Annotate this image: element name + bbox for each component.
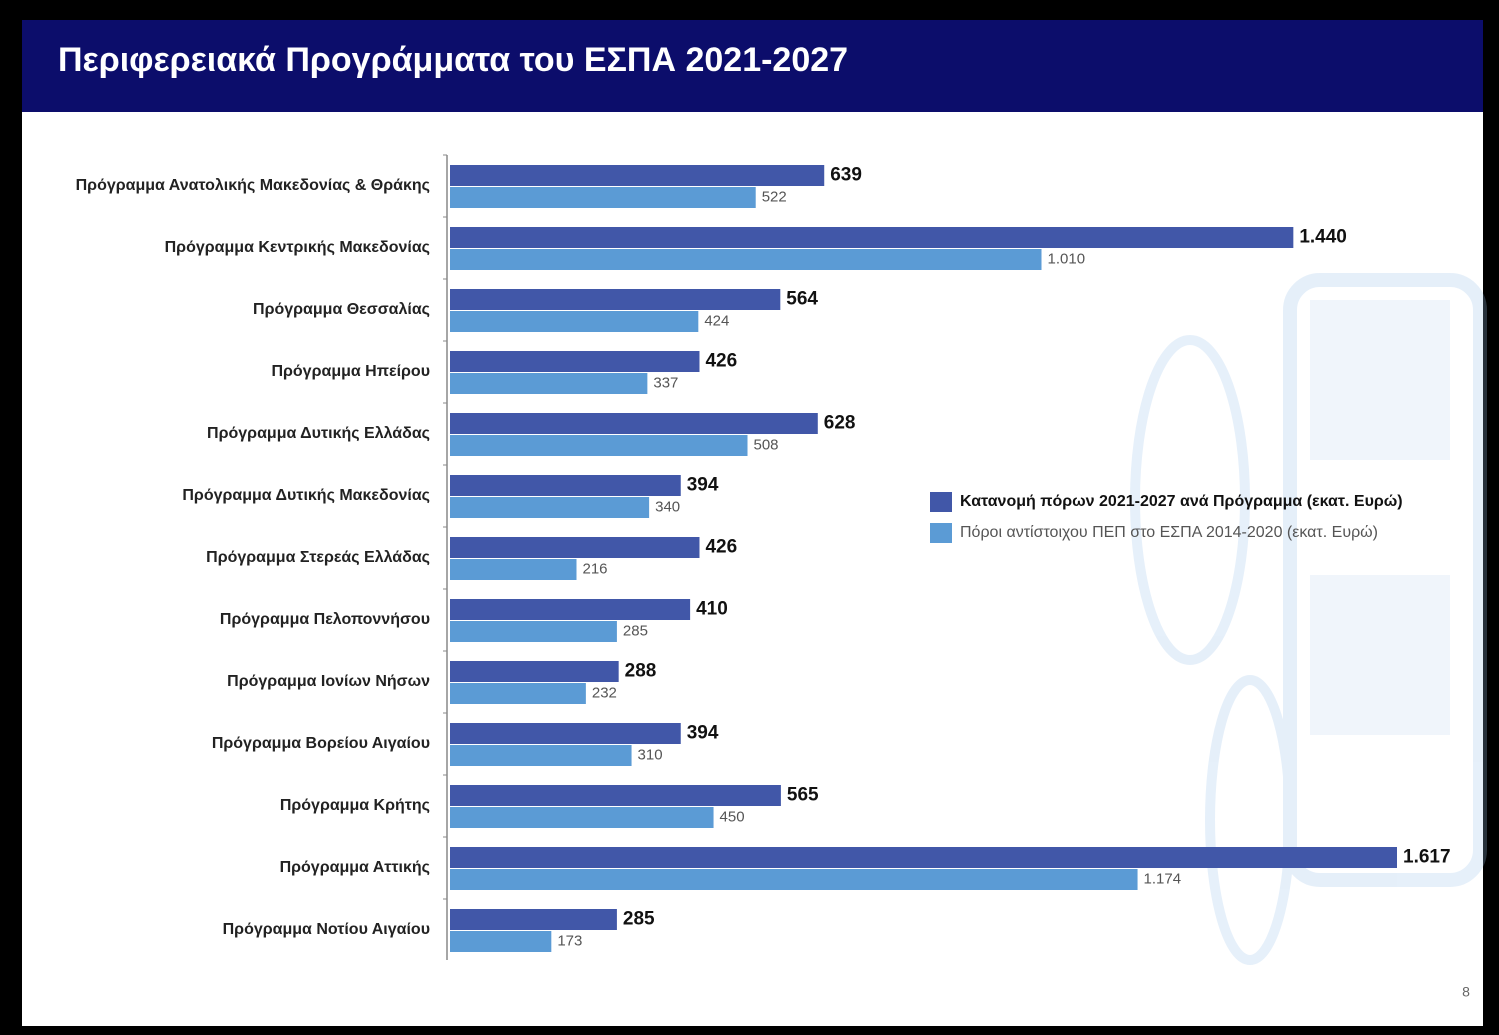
bar bbox=[450, 227, 1294, 248]
category-label: Πρόγραμμα Βορείου Αιγαίου bbox=[212, 735, 430, 752]
value-label: 340 bbox=[655, 498, 680, 515]
category-label: Πρόγραμμα Ανατολικής Μακεδονίας & Θράκης bbox=[76, 177, 430, 194]
value-label: 216 bbox=[583, 560, 608, 577]
bar bbox=[450, 559, 577, 580]
page-number: 8 bbox=[1462, 984, 1470, 1000]
bar bbox=[450, 497, 650, 518]
legend-label: Πόροι αντίστοιχου ΠΕΠ στο ΕΣΠΑ 2014-2020… bbox=[960, 524, 1378, 541]
category-label: Πρόγραμμα Ιονίων Νήσων bbox=[227, 673, 430, 690]
bar bbox=[450, 661, 619, 682]
category-label: Πρόγραμμα Θεσσαλίας bbox=[253, 301, 430, 318]
value-label: 1.010 bbox=[1048, 250, 1086, 267]
value-label: 285 bbox=[623, 622, 648, 639]
bar bbox=[450, 847, 1397, 868]
bar bbox=[450, 745, 632, 766]
bar bbox=[450, 289, 781, 310]
value-label: 285 bbox=[623, 909, 655, 930]
value-label: 426 bbox=[705, 537, 737, 558]
value-label: 288 bbox=[625, 661, 657, 682]
bar bbox=[450, 621, 617, 642]
value-label: 1.440 bbox=[1299, 227, 1347, 248]
value-label: 232 bbox=[592, 684, 617, 701]
bar bbox=[450, 537, 700, 558]
bar bbox=[450, 249, 1042, 270]
chart-title: Περιφερειακά Προγράμματα του ΕΣΠΑ 2021-2… bbox=[58, 41, 848, 79]
bar bbox=[450, 869, 1138, 890]
bar bbox=[450, 909, 617, 930]
value-label: 1.617 bbox=[1403, 847, 1451, 868]
category-label: Πρόγραμμα Νοτίου Αιγαίου bbox=[223, 921, 430, 938]
bar bbox=[450, 165, 825, 186]
category-label: Πρόγραμμα Δυτικής Μακεδονίας bbox=[182, 487, 430, 504]
category-label: Πρόγραμμα Αττικής bbox=[280, 859, 430, 876]
bar bbox=[450, 311, 699, 332]
value-label: 565 bbox=[787, 785, 819, 806]
legend-label: Κατανομή πόρων 2021-2027 ανά Πρόγραμμα (… bbox=[960, 493, 1403, 510]
bar bbox=[450, 931, 552, 952]
value-label: 628 bbox=[824, 413, 856, 434]
bar bbox=[450, 785, 781, 806]
bar bbox=[450, 599, 691, 620]
background-emblem bbox=[1130, 273, 1487, 965]
value-label: 173 bbox=[557, 932, 582, 949]
category-label: Πρόγραμμα Πελοποννήσου bbox=[220, 611, 430, 628]
value-label: 337 bbox=[653, 374, 678, 391]
value-label: 522 bbox=[762, 188, 787, 205]
value-label: 450 bbox=[720, 808, 745, 825]
value-label: 410 bbox=[696, 599, 728, 620]
bar bbox=[450, 683, 586, 704]
category-label: Πρόγραμμα Κεντρικής Μακεδονίας bbox=[165, 239, 430, 256]
legend-swatch bbox=[930, 492, 952, 512]
category-label: Πρόγραμμα Κρήτης bbox=[280, 797, 430, 814]
bar bbox=[450, 373, 648, 394]
bar bbox=[450, 723, 681, 744]
bar bbox=[450, 807, 714, 828]
bar bbox=[450, 475, 681, 496]
value-label: 564 bbox=[786, 289, 818, 310]
value-label: 1.174 bbox=[1144, 870, 1182, 887]
value-label: 424 bbox=[704, 312, 729, 329]
value-label: 394 bbox=[687, 723, 719, 744]
header-band bbox=[22, 20, 1483, 112]
category-label: Πρόγραμμα Δυτικής Ελλάδας bbox=[207, 425, 430, 442]
bar bbox=[450, 413, 818, 434]
legend-swatch bbox=[930, 523, 952, 543]
value-label: 394 bbox=[687, 475, 719, 496]
category-label: Πρόγραμμα Ηπείρου bbox=[271, 363, 430, 380]
category-label: Πρόγραμμα Στερεάς Ελλάδας bbox=[206, 549, 430, 566]
value-label: 310 bbox=[638, 746, 663, 763]
value-label: 508 bbox=[754, 436, 779, 453]
bar bbox=[450, 187, 756, 208]
value-label: 639 bbox=[830, 165, 862, 186]
value-label: 426 bbox=[705, 351, 737, 372]
bar bbox=[450, 435, 748, 456]
bar bbox=[450, 351, 700, 372]
